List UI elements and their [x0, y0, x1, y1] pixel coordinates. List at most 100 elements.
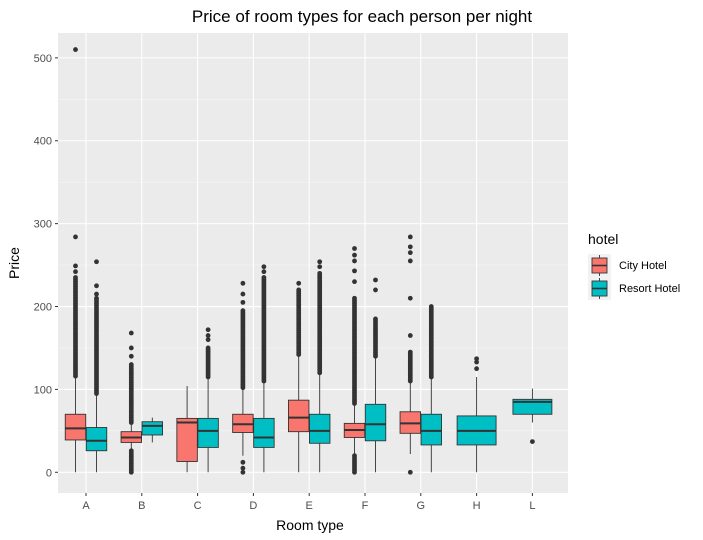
box-iqr — [197, 417, 219, 448]
box-C-resort-hotel — [197, 327, 219, 473]
outlier-point — [352, 268, 357, 274]
outlier-point — [128, 362, 134, 367]
legend-entry-city-hotel: City Hotel — [588, 254, 667, 277]
outlier-point — [73, 234, 78, 240]
y-axis-ticks: 0 100 200 300 400 500 — [34, 53, 58, 479]
y-tick-label: 300 — [34, 219, 52, 231]
outlier-point — [317, 259, 323, 265]
outlier-point — [530, 439, 535, 445]
box-B-city-hotel — [120, 330, 143, 475]
box-F-city-hotel — [343, 246, 366, 475]
box-G-city-hotel — [399, 234, 421, 475]
x-tick-label: A — [82, 500, 90, 512]
box-iqr — [141, 421, 164, 436]
outlier-point — [240, 299, 246, 305]
outlier-point — [240, 459, 246, 465]
chart-title: Price of room types for each person per … — [192, 7, 532, 26]
outlier-point — [240, 465, 246, 471]
box-H-resort-hotel — [456, 356, 497, 473]
outlier-point — [317, 264, 323, 270]
outlier-point — [407, 295, 413, 301]
outlier-point — [94, 291, 99, 297]
x-tick-label: D — [249, 500, 257, 512]
outlier-point — [373, 316, 378, 322]
outlier-point — [352, 279, 357, 285]
outlier-point — [474, 356, 479, 362]
box-iqr — [85, 427, 108, 452]
outlier-point — [352, 252, 357, 258]
y-tick-label: 400 — [34, 136, 52, 148]
outlier-point — [73, 269, 78, 275]
outlier-point — [94, 283, 99, 289]
outlier-point — [73, 263, 78, 269]
outlier-point — [73, 275, 78, 280]
box-A-resort-hotel — [85, 259, 108, 473]
legend-title: hotel — [588, 231, 618, 247]
x-tick-label: G — [417, 500, 426, 512]
x-tick-label: C — [194, 500, 202, 512]
x-tick-label: H — [473, 500, 481, 512]
outlier-point — [240, 308, 246, 314]
outlier-point — [352, 453, 357, 459]
outlier-point — [240, 291, 246, 297]
outlier-point — [205, 337, 211, 343]
box-D-city-hotel — [232, 280, 254, 475]
x-tick-label: F — [362, 500, 369, 512]
box-iqr — [176, 417, 198, 462]
outlier-point — [261, 269, 267, 275]
outlier-point — [94, 259, 99, 265]
outlier-point — [474, 359, 479, 365]
x-tick-label: B — [138, 500, 145, 512]
outlier-point — [261, 275, 267, 280]
outlier-point — [373, 287, 378, 293]
outlier-point — [205, 327, 211, 333]
outlier-point — [373, 277, 378, 283]
box-E-resort-hotel — [309, 259, 331, 473]
outlier-point — [94, 295, 99, 301]
y-tick-label: 0 — [46, 467, 52, 479]
box-plots — [64, 47, 553, 475]
outlier-point — [128, 448, 134, 454]
outlier-point — [73, 47, 78, 52]
x-tick-label: L — [529, 500, 535, 512]
outlier-point — [240, 280, 246, 286]
outlier-point — [128, 345, 134, 351]
outlier-point — [407, 469, 413, 475]
outlier-point — [352, 258, 357, 264]
box-D-resort-hotel — [253, 264, 275, 473]
legend-entry-resort-hotel: Resort Hotel — [588, 277, 680, 300]
outlier-point — [317, 270, 323, 276]
box-iqr — [309, 413, 331, 444]
box-iqr — [253, 417, 275, 448]
outlier-point — [407, 234, 413, 240]
outlier-point — [128, 330, 134, 336]
y-tick-label: 500 — [34, 53, 52, 65]
outlier-point — [205, 333, 211, 338]
outlier-point — [407, 244, 413, 250]
box-iqr — [420, 413, 442, 446]
outlier-point — [240, 469, 246, 475]
box-L-resort-hotel — [512, 388, 553, 445]
box-G-resort-hotel — [420, 304, 442, 473]
box-A-city-hotel — [64, 47, 87, 473]
box-F-resort-hotel — [364, 277, 387, 473]
legend-label: City Hotel — [619, 260, 667, 272]
outlier-point — [428, 304, 434, 309]
outlier-point — [352, 295, 357, 301]
outlier-point — [407, 333, 413, 338]
outlier-point — [261, 264, 267, 270]
outlier-point — [474, 366, 479, 372]
y-axis-title: Price — [6, 247, 22, 279]
legend-label: Resort Hotel — [619, 283, 680, 295]
outlier-point — [352, 246, 357, 251]
y-tick-label: 100 — [34, 384, 52, 396]
box-iqr — [288, 399, 310, 433]
outlier-point — [407, 250, 413, 256]
box-iqr — [64, 413, 87, 441]
legend: hotel City Hotel Resort Hotel — [588, 231, 680, 300]
outlier-point — [407, 349, 413, 355]
box-iqr — [364, 403, 387, 442]
y-tick-label: 200 — [34, 302, 52, 314]
